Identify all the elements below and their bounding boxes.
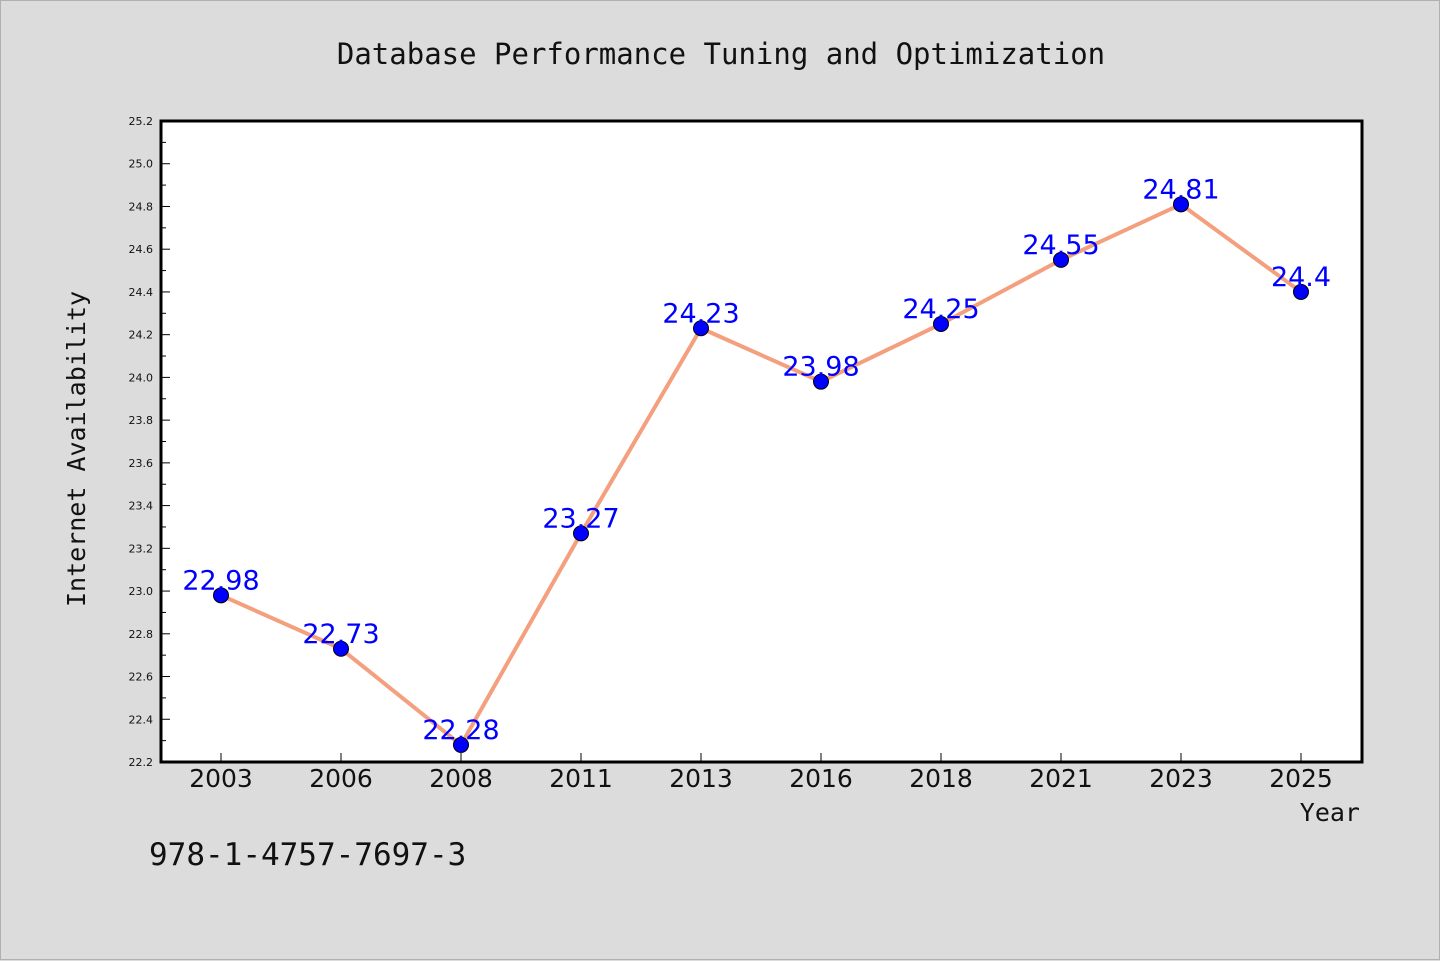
data-label: 23.27 [542, 503, 619, 534]
x-tick-label: 2006 [309, 764, 373, 793]
y-tick-label: 25.2 [129, 115, 154, 128]
plot-area [159, 119, 1364, 764]
data-label: 24.25 [902, 294, 979, 325]
x-tick-label: 2018 [909, 764, 973, 793]
data-label: 24.4 [1271, 262, 1331, 293]
series-line-group [219, 202, 1303, 747]
x-tick-label: 2016 [789, 764, 853, 793]
x-tick-label: 2023 [1149, 764, 1213, 793]
y-tick-label: 22.8 [129, 628, 154, 641]
chart-title: Database Performance Tuning and Optimiza… [337, 37, 1105, 71]
y-tick-label: 23.2 [129, 542, 154, 555]
y-tick-label: 22.2 [129, 756, 154, 769]
data-markers [213, 196, 1309, 753]
y-tick-label: 24.4 [129, 286, 154, 299]
data-point [813, 373, 829, 390]
data-label: 22.98 [182, 565, 259, 596]
data-label: 24.55 [1022, 230, 1099, 261]
x-tick-label: 2008 [429, 764, 493, 793]
x-tick-label: 2003 [189, 764, 253, 793]
y-axis: 22.2 22.4 22.6 22.8 23.0 23.2 23.4 23.6 23.8 24.0… [129, 115, 170, 769]
data-point [573, 525, 589, 542]
y-tick-label: 24.8 [129, 200, 154, 213]
y-tick-label: 23.6 [129, 457, 154, 470]
data-point [1173, 196, 1189, 213]
data-label: 24.81 [1142, 174, 1219, 205]
data-point [933, 315, 949, 332]
series-line [219, 202, 1303, 747]
data-label: 23.98 [782, 352, 859, 383]
y-tick-label: 23.8 [129, 414, 154, 427]
data-point [1293, 283, 1309, 300]
data-labels: 22.98 22.73 22.28 23.27 24.23 23.98 24.25 24.55… [182, 174, 1331, 746]
y-tick-label: 23.4 [129, 500, 154, 513]
data-point [693, 320, 709, 337]
data-point [453, 736, 469, 753]
x-axis: 2003 2006 2008 2011 2013 2016 2018 2021 2023 2025 [189, 753, 1333, 793]
isbn-text: 978-1-4757-7697-3 [149, 837, 466, 873]
y-tick-label: 24.6 [129, 243, 154, 256]
data-label: 24.23 [662, 298, 739, 329]
y-tick-label: 25.0 [129, 158, 154, 171]
x-tick-label: 2021 [1029, 764, 1093, 793]
x-axis-label: Year [1300, 798, 1360, 827]
data-point [1053, 251, 1069, 268]
x-tick-label: 2011 [549, 764, 613, 793]
y-tick-label: 23.0 [129, 585, 154, 598]
data-label: 22.28 [422, 715, 499, 746]
y-tick-label: 22.6 [129, 671, 154, 684]
y-tick-label: 22.4 [129, 713, 154, 726]
y-tick-label: 24.0 [129, 371, 154, 384]
y-axis-label: Internet Availability [62, 291, 91, 607]
y-tick-label: 24.2 [129, 329, 154, 342]
x-tick-label: 2013 [669, 764, 733, 793]
data-label: 22.73 [302, 619, 379, 650]
x-tick-label: 2025 [1269, 764, 1333, 793]
data-point [213, 587, 229, 604]
data-point [333, 640, 349, 657]
